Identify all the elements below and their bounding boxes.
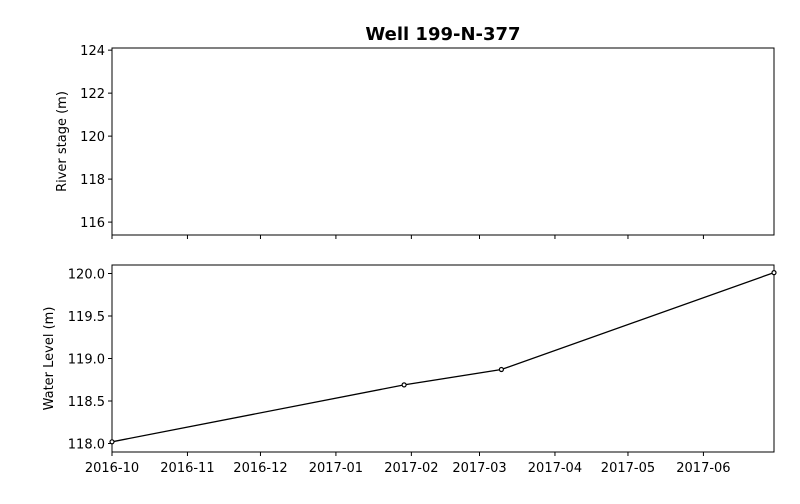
river-stage-axes: River stage (m) 116 118 120 122 124 [55,44,775,239]
water-level-ytick-label: 118.0 [68,438,105,453]
river-stage-ytick-label: 118 [80,173,105,188]
river-stage-yticks: 116 118 120 122 124 [80,44,112,231]
water-level-point [498,366,504,373]
water-level-axes: Water Level (m) 118.0 118.5 119.0 119.5 120.… [42,264,777,476]
river-stage-ytick-label: 116 [80,216,105,231]
water-level-xtick-label: 2016-10 [85,461,139,476]
water-level-xtick-label: 2017-01 [309,461,363,476]
water-level-series [109,270,777,445]
water-level-ytick-label: 119.5 [68,310,105,325]
river-stage-plot-frame [111,47,775,236]
water-level-ytick-label: 119.0 [68,353,105,368]
water-level-point [771,270,777,276]
water-level-xtick-label: 2016-11 [160,461,214,476]
water-level-ytick-label: 118.5 [68,395,105,410]
water-level-xtick-label: 2017-02 [384,461,438,476]
river-stage-ytick-label: 120 [80,130,105,145]
water-level-point [401,382,407,388]
water-level-xtick-label: 2017-05 [601,461,655,476]
water-level-xtick-label: 2017-03 [452,461,506,476]
water-level-line [111,271,775,443]
river-stage-ytick-label: 122 [80,87,105,102]
water-level-point [109,439,115,445]
water-level-plot-frame [111,264,775,453]
river-stage-ytick-label: 124 [80,44,105,59]
water-level-xtick-label: 2017-04 [528,461,582,476]
river-stage-ylabel: River stage (m) [55,91,70,192]
river-stage-xticks [111,235,704,239]
water-level-xtick-label: 2017-06 [676,461,730,476]
water-level-ytick-label: 120.0 [68,268,105,283]
water-level-xticks: 2016-10 2016-11 2016-12 2017-01 2017-02 2017-… [85,452,731,476]
water-level-ylabel: Water Level (m) [42,307,57,411]
chart-title: Well 199-N-377 [365,24,520,45]
water-level-yticks: 118.0 118.5 119.0 119.5 120.0 [68,268,112,453]
water-level-xtick-label: 2016-12 [233,461,287,476]
